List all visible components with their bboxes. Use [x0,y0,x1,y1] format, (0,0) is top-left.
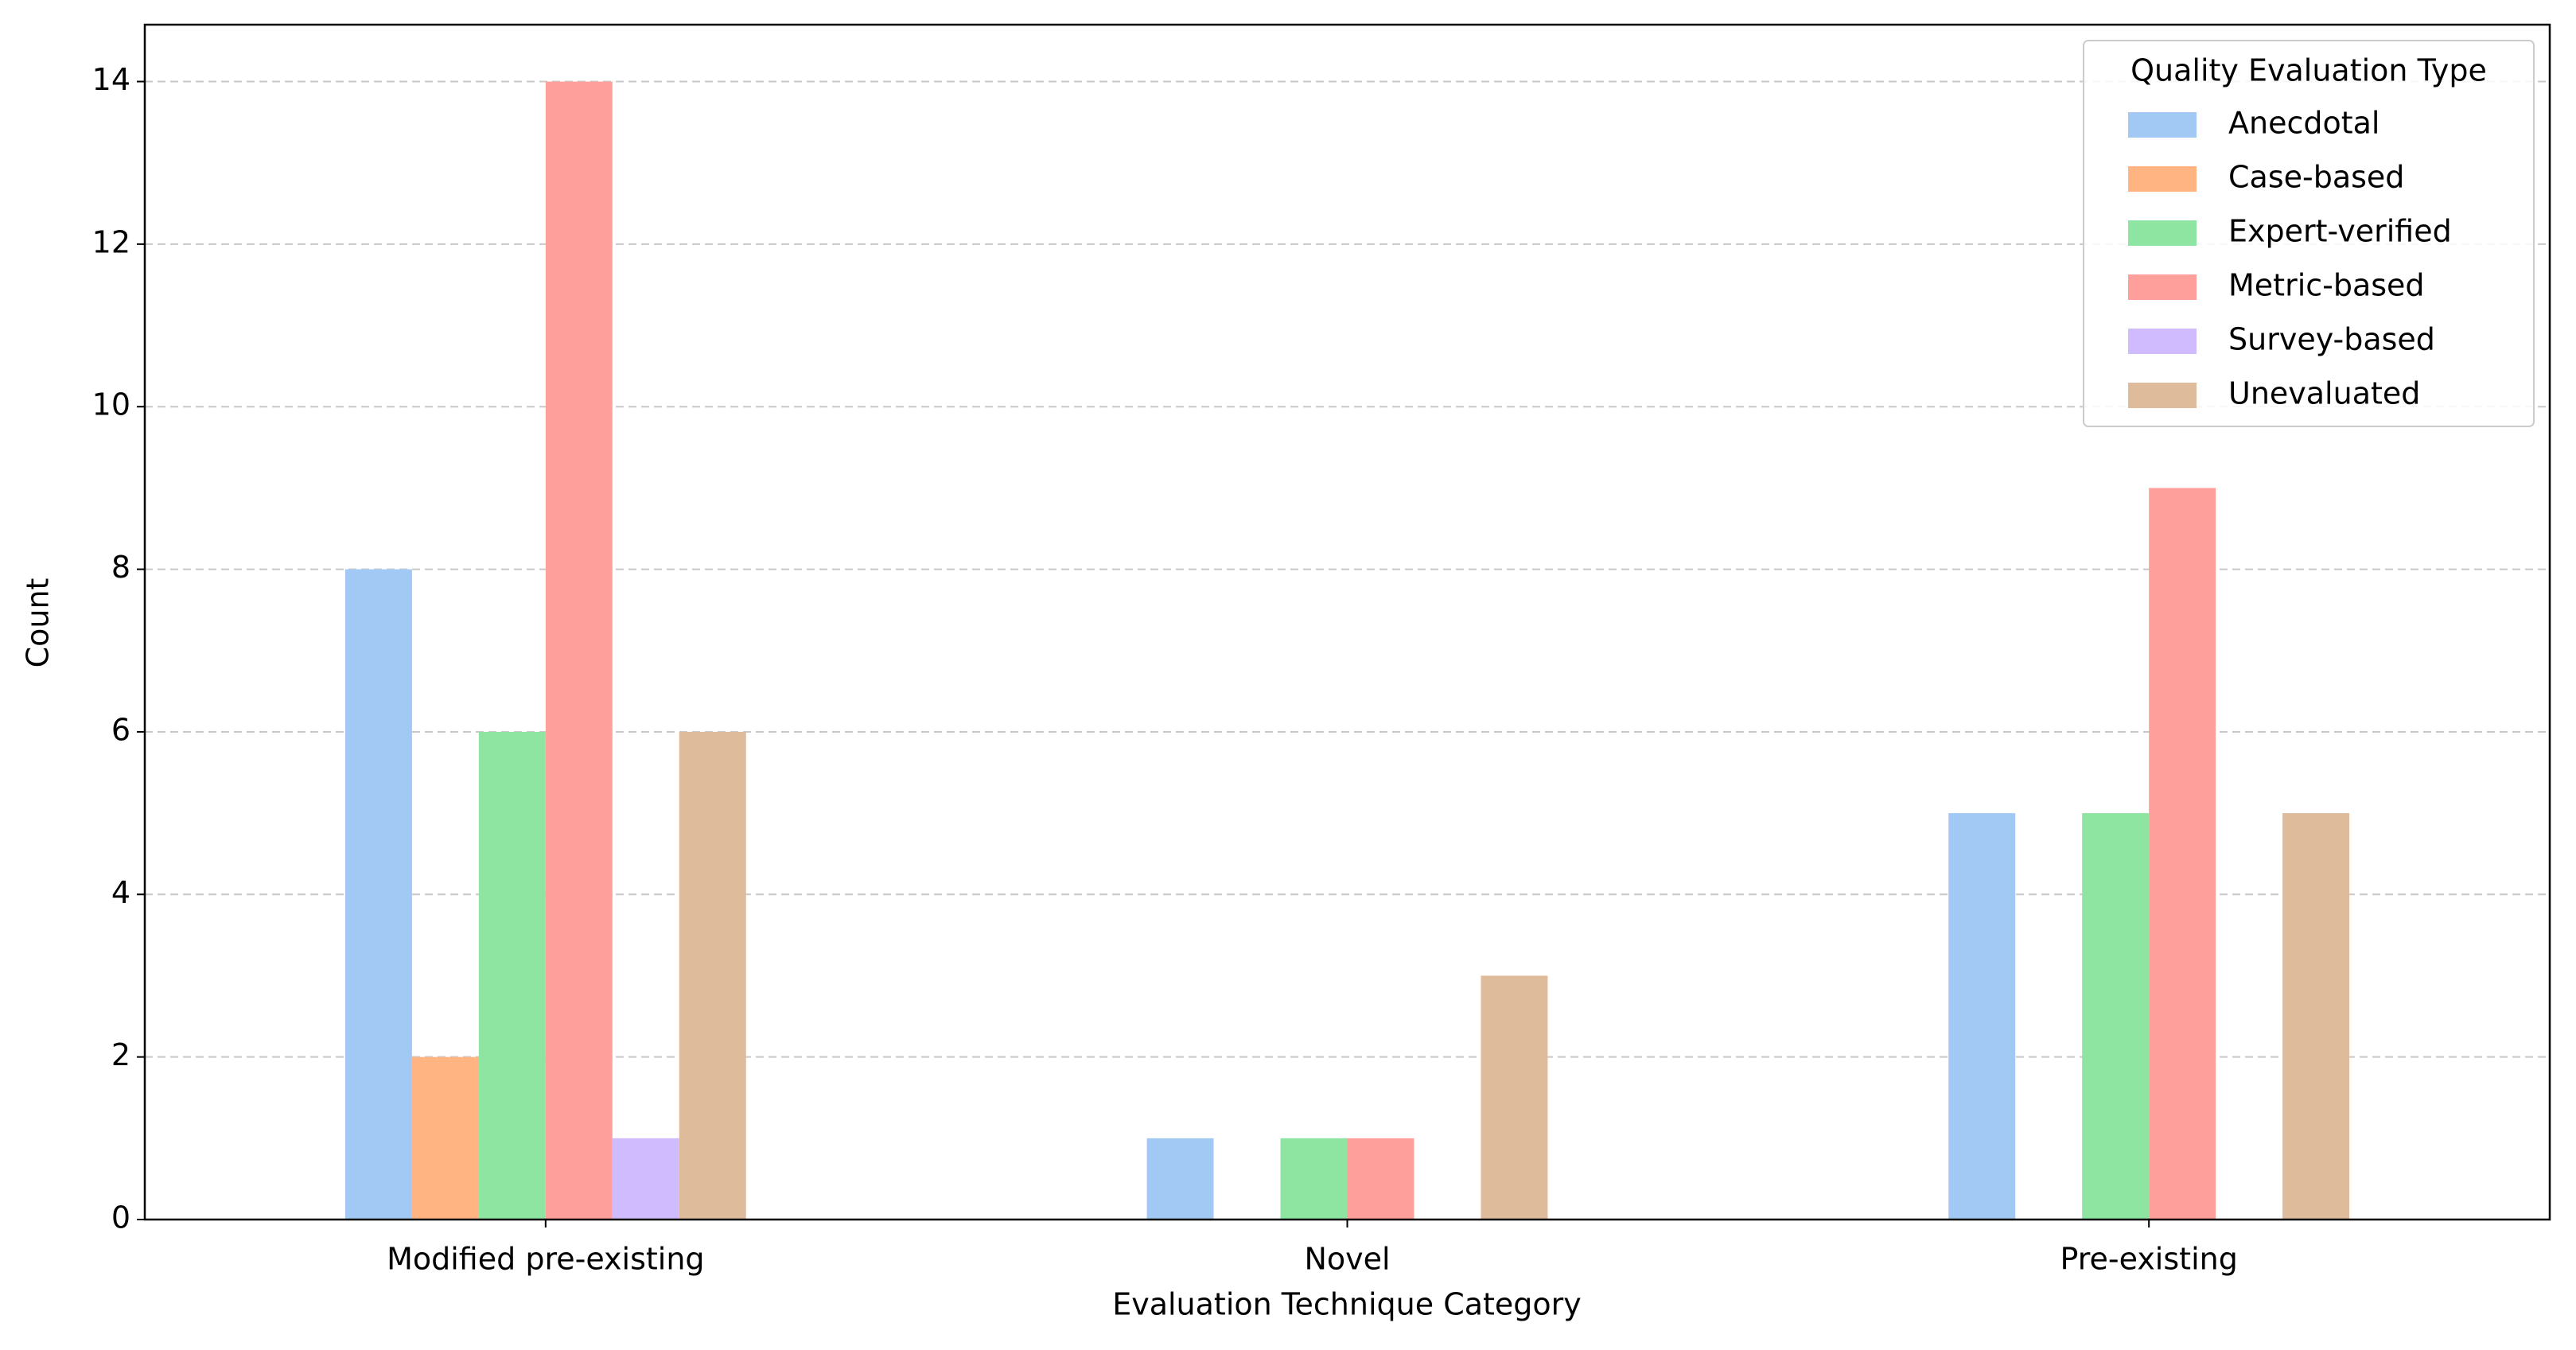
bar [612,1138,679,1220]
plot-frame [143,23,2551,1221]
y-tick-label: 14 [92,62,130,97]
y-tick-label: 2 [111,1037,130,1072]
bar [2149,488,2216,1220]
legend-swatch [2128,383,2197,408]
y-tick-label: 4 [111,875,130,910]
bar [545,81,613,1220]
y-tick-label: 8 [111,550,130,585]
y-tick-label: 12 [92,224,130,259]
bar [411,1056,479,1220]
y-tick-label: 0 [111,1200,130,1235]
legend-label: Metric-based [2228,268,2425,303]
legend-label: Expert-verified [2228,214,2452,249]
legend-label: Anecdotal [2228,106,2379,141]
x-tick-label: Modified pre-existing [387,1242,704,1277]
legend-swatch [2128,329,2197,354]
y-axis-label: Count [21,578,56,668]
legend-swatch [2128,274,2197,300]
legend-title: Quality Evaluation Type [2130,53,2487,88]
bar [1280,1138,1348,1220]
y-tick-label: 10 [92,387,130,422]
x-tick-label: Pre-existing [2060,1242,2237,1277]
bar [2282,813,2350,1220]
legend-swatch [2128,166,2197,192]
bar [679,731,746,1220]
bar [344,569,412,1220]
legend: Quality Evaluation Type Anecdotal Case-bas… [2083,40,2535,427]
bar [2082,813,2150,1220]
legend-label: Case-based [2228,160,2404,195]
legend-swatch [2128,112,2197,138]
legend-swatch [2128,220,2197,246]
legend-label: Unevaluated [2228,376,2420,411]
bar [1481,975,1548,1220]
x-tick-label: Novel [1304,1242,1390,1277]
bar [1347,1138,1414,1220]
legend-label: Survey-based [2228,322,2435,357]
y-tick-label: 6 [111,712,130,747]
bar [1948,813,2016,1220]
bar [1146,1138,1214,1220]
x-axis-label: Evaluation Technique Category [1112,1287,1582,1322]
bar [478,731,546,1220]
